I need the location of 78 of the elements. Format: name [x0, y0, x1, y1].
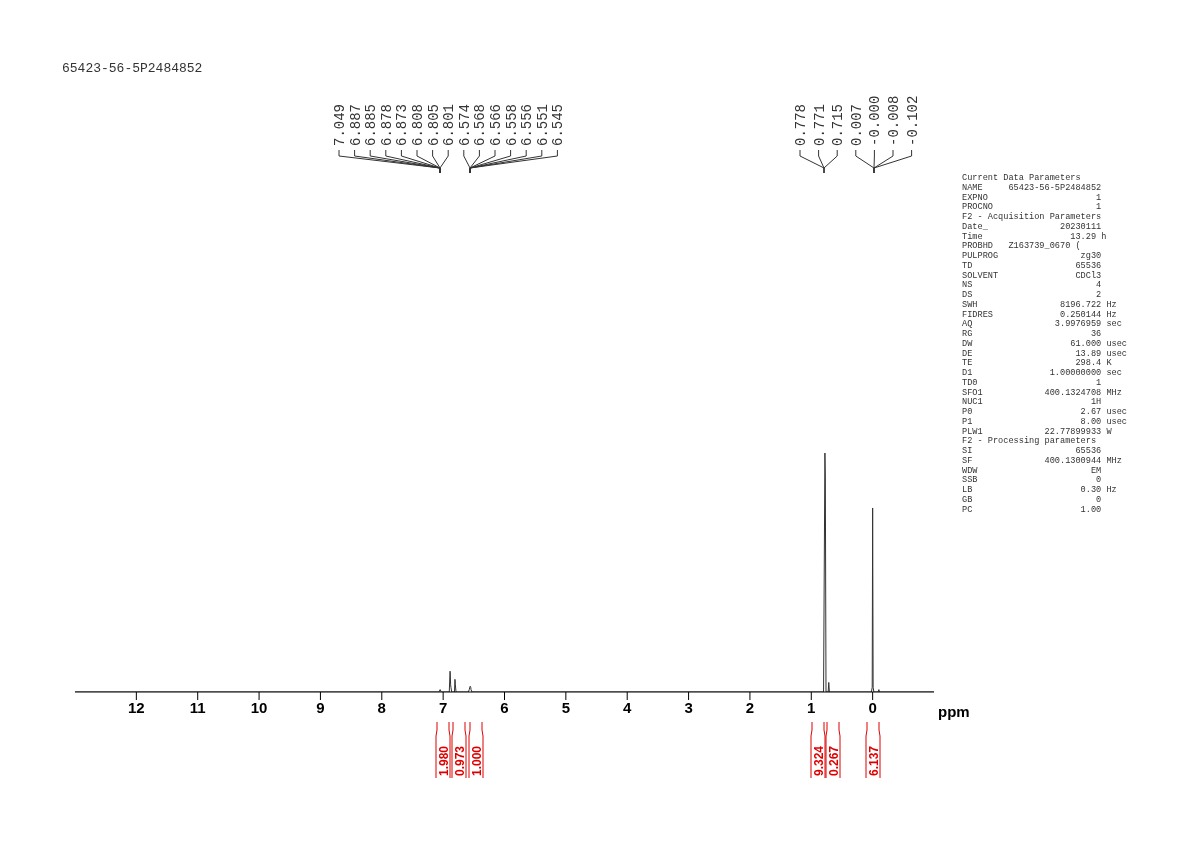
text: 6.805	[425, 103, 442, 146]
text: 6.574	[456, 103, 473, 146]
text: -0.102	[904, 95, 921, 146]
x-tick-label: 4	[623, 698, 633, 716]
x-tick-label: 3	[684, 698, 693, 716]
text: SFO1 400.1324708 MHz	[962, 387, 1122, 398]
text: 6.873	[394, 103, 411, 146]
text: P1 8.00 usec	[962, 416, 1128, 427]
x-tick-label: 11	[189, 698, 206, 716]
text: 6.137	[867, 745, 881, 776]
x-tick-label: 2	[745, 698, 755, 716]
text: LB 0.30 Hz	[962, 485, 1117, 495]
text: 6.566	[488, 103, 504, 146]
text: 6.568	[472, 103, 489, 146]
text: 6.887	[347, 103, 364, 146]
text: TD0 1	[962, 377, 1102, 388]
text: PULPROG zg30	[962, 251, 1102, 261]
text: Date_ 20230111	[962, 221, 1102, 232]
text: 6.556	[519, 103, 536, 146]
x-tick-label: 9	[316, 698, 325, 716]
text: 1.980	[437, 745, 451, 776]
text: SSB 0	[962, 475, 1102, 486]
x-tick-label: 5	[561, 698, 571, 716]
text: P0 2.67 usec	[962, 407, 1128, 417]
text: PC 1.00	[962, 504, 1102, 515]
text: 6.558	[503, 103, 520, 146]
text: -0.008	[886, 95, 902, 146]
text: PROCNO 1	[962, 202, 1102, 213]
text: AQ 3.9976959 sec	[962, 319, 1122, 330]
text: SF 400.1300944 MHz	[962, 455, 1122, 466]
x-tick-label: 6	[500, 698, 509, 716]
text: 0.007	[848, 103, 865, 146]
text: NUC1 1H	[962, 397, 1102, 408]
x-tick-label: 1	[807, 698, 816, 716]
text: F2 - Acquisition Parameters	[962, 212, 1102, 222]
text: 6.885	[363, 103, 380, 146]
text: D1 1.00000000 sec	[962, 368, 1122, 378]
text: F2 - Processing parameters	[962, 436, 1097, 447]
text: 6.545	[550, 103, 567, 146]
x-axis-title: ppm	[938, 703, 970, 720]
text: Current Data Parameters	[962, 173, 1081, 183]
chart-title: 65423-56-5P2484852	[62, 61, 203, 76]
text: 0.973	[453, 745, 467, 776]
text: SI 65536	[962, 446, 1102, 456]
text: 0.715	[830, 103, 847, 146]
text: WDW EM	[962, 465, 1102, 476]
text: 0.267	[827, 745, 841, 776]
text: 0.778	[793, 103, 809, 146]
text: 6.878	[378, 103, 395, 146]
x-tick-label: 0	[868, 698, 877, 716]
text: DE 13.89 usec	[962, 348, 1128, 359]
text: 6.808	[410, 103, 426, 146]
text: DS 2	[962, 290, 1102, 300]
text: GB 0	[962, 494, 1102, 505]
text: 7.049	[332, 103, 348, 146]
text: NS 4	[962, 280, 1102, 291]
x-tick-label: 10	[250, 698, 268, 716]
text: 6.551	[534, 103, 551, 146]
text: PLW1 22.77899933 W	[962, 426, 1113, 437]
text: 1.000	[470, 745, 484, 776]
x-tick-label: 8	[377, 698, 386, 716]
text: TD 65536	[962, 260, 1102, 271]
text: 6.801	[441, 103, 458, 146]
text: Time 13.29 h	[962, 231, 1107, 242]
text: PROBHD Z163739_0670 (	[962, 241, 1081, 252]
text: TE 298.4 K	[962, 358, 1113, 369]
text: 9.324	[812, 745, 826, 776]
x-tick-label: 12	[128, 698, 145, 716]
text: SWH 8196.722 Hz	[962, 299, 1117, 310]
text: 0.771	[811, 103, 828, 146]
x-tick-label: 7	[438, 698, 448, 716]
text: RG 36	[962, 329, 1102, 339]
text: -0.000	[867, 95, 884, 146]
text: FIDRES 0.250144 Hz	[962, 309, 1117, 320]
text: EXPNO 1	[962, 192, 1102, 203]
text: DW 61.000 usec	[962, 338, 1128, 349]
text: NAME 65423-56-5P2484852	[962, 182, 1102, 193]
text: SOLVENT CDCl3	[962, 270, 1102, 281]
